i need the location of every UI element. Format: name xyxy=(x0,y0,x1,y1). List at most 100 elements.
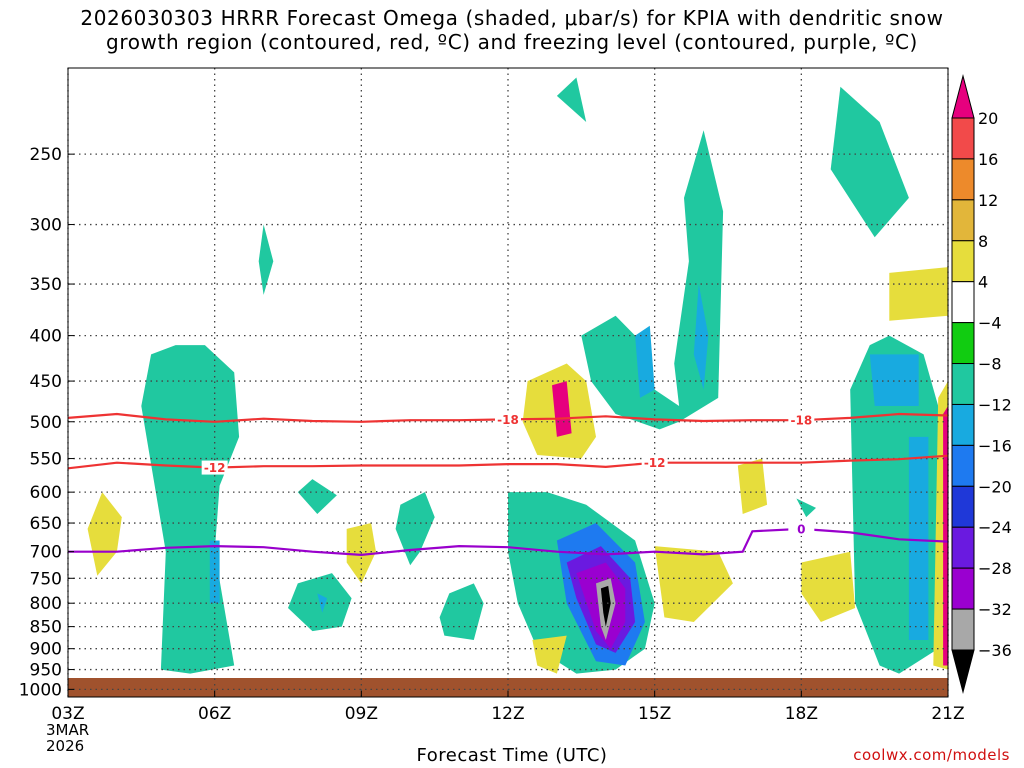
x-axis-ticks: 03Z 06Z 09Z 12Z 15Z 18Z 21Z xyxy=(51,691,965,724)
colorbar-box-9 xyxy=(951,485,975,528)
credit-link[interactable]: coolwx.com/models xyxy=(853,746,1010,764)
colorbar-cap-top xyxy=(951,74,975,119)
x-tick-label-18Z: 18Z xyxy=(785,704,818,724)
x-tick-label-06Z: 06Z xyxy=(198,704,231,724)
y-tick-label-700: 700 xyxy=(30,543,62,563)
contour-label-1-0: -12 xyxy=(204,461,226,475)
x-tick-label-03Z: 03Z xyxy=(51,704,84,724)
y-tick-label-400: 400 xyxy=(30,327,62,347)
colorbar-cap-bottom xyxy=(951,649,975,694)
omega-region-12 xyxy=(87,492,122,576)
colorbar-label-11: −28 xyxy=(978,559,1012,578)
omega-region-8 xyxy=(556,77,587,122)
chart-title-line-2: growth region (contoured, red, ºC) and f… xyxy=(106,30,918,54)
omega-shading xyxy=(87,77,948,674)
colorbar-label-10: −24 xyxy=(978,518,1012,537)
contour-label-2-0: 0 xyxy=(797,522,805,536)
contour-label-bg-0-1 xyxy=(788,413,815,428)
colorbar-label-2: 12 xyxy=(978,191,998,210)
y-tick-label-300: 300 xyxy=(30,216,62,236)
colorbar-box-2 xyxy=(951,199,975,242)
y-tick-label-650: 650 xyxy=(30,514,62,534)
omega-region-18 xyxy=(889,267,948,321)
y-tick-label-250: 250 xyxy=(30,145,62,165)
colorbar-label-7: −12 xyxy=(978,395,1012,414)
y-tick-label-900: 900 xyxy=(30,640,62,660)
y-tick-label-350: 350 xyxy=(30,275,62,295)
colorbar-label-4: 4 xyxy=(978,273,988,292)
x-tick-label-21Z: 21Z xyxy=(931,704,964,724)
colorbar-label-3: 8 xyxy=(978,232,988,251)
x-tick-label-09Z: 09Z xyxy=(345,704,378,724)
y-tick-label-750: 750 xyxy=(30,569,62,589)
colorbar-box-4 xyxy=(951,281,975,324)
start-date-month-day: 3MAR xyxy=(46,721,90,739)
chart-title: 2026030303 HRRR Forecast Omega (shaded, … xyxy=(0,6,1024,54)
omega-region-22 xyxy=(943,406,948,666)
omega-region-16 xyxy=(654,546,733,622)
colorbar-box-6 xyxy=(951,363,975,405)
colorbar-box-10 xyxy=(951,526,975,569)
y-tick-label-550: 550 xyxy=(30,450,62,470)
plot-grid xyxy=(67,68,949,697)
omega-region-7 xyxy=(581,130,724,430)
colorbar-label-0: 20 xyxy=(978,109,998,128)
start-date-year: 2026 xyxy=(46,737,85,755)
ground-below-surface xyxy=(68,678,948,697)
start-date-label: 3MAR 2026 xyxy=(46,722,89,754)
omega-region-15 xyxy=(532,635,567,674)
omega-region-3 xyxy=(297,479,337,514)
colorbar-box-1 xyxy=(951,158,975,201)
omega-region-10 xyxy=(830,86,909,238)
colorbar-box-12 xyxy=(951,608,975,651)
omega-region-24 xyxy=(693,284,709,390)
y-tick-label-950: 950 xyxy=(30,661,62,681)
temperature-contours: -18 -18 -12 -12 0 xyxy=(68,412,948,557)
colorbar-box-7 xyxy=(951,403,975,446)
omega-region-4 xyxy=(395,492,435,566)
colorbar-box-5 xyxy=(951,322,975,365)
y-tick-label-850: 850 xyxy=(30,618,62,638)
colorbar-label-9: −20 xyxy=(978,477,1012,496)
colorbar-box-0 xyxy=(951,117,975,160)
contour-label-bg-1-0 xyxy=(201,460,228,475)
omega-region-33 xyxy=(600,585,611,627)
y-tick-label-800: 800 xyxy=(30,594,62,614)
colorbar-box-8 xyxy=(951,444,975,487)
contour-label-1-1: -12 xyxy=(644,456,666,470)
omega-region-5 xyxy=(439,583,484,640)
x-tick-label-12Z: 12Z xyxy=(491,704,524,724)
chart-title-line-1: 2026030303 HRRR Forecast Omega (shaded, … xyxy=(80,6,944,30)
colorbar-box-11 xyxy=(951,567,975,610)
contour-label-bg-2-0 xyxy=(788,521,815,536)
contour-label-bg-0-0 xyxy=(495,412,521,427)
colorbar-label-6: −8 xyxy=(978,355,1002,374)
contour-label-0-0: -18 xyxy=(497,413,519,427)
omega-region-21 xyxy=(552,381,572,437)
omega-colorbar: 20 16 12 8 4 −4 −8 −12 −16 −20 −24 −28 −32 −36 xyxy=(951,74,1012,694)
omega-region-19 xyxy=(737,458,768,514)
colorbar-label-13: −36 xyxy=(978,641,1012,660)
colorbar-label-12: −32 xyxy=(978,600,1012,619)
omega-region-26 xyxy=(908,436,929,640)
omega-region-1 xyxy=(258,224,274,295)
omega-region-17 xyxy=(801,551,856,622)
colorbar-box-3 xyxy=(951,240,975,283)
omega-region-23 xyxy=(635,325,655,398)
x-axis-title: Forecast Time (UTC) xyxy=(416,745,608,766)
y-tick-label-600: 600 xyxy=(30,483,62,503)
omega-region-11 xyxy=(796,498,816,518)
contour-label-bg-1-1 xyxy=(641,455,668,470)
omega-region-25 xyxy=(869,354,919,406)
y-tick-label-450: 450 xyxy=(30,372,62,392)
omega-region-27 xyxy=(209,540,220,604)
y-axis-ticks: 2503003504004505005506006507007508008509… xyxy=(19,145,74,700)
colorbar-label-8: −16 xyxy=(978,436,1012,455)
y-tick-label-1000: 1000 xyxy=(19,680,62,700)
x-tick-label-15Z: 15Z xyxy=(638,704,671,724)
omega-region-0 xyxy=(141,345,240,674)
colorbar-label-1: 16 xyxy=(978,150,998,169)
y-tick-label-500: 500 xyxy=(30,413,62,433)
colorbar-label-5: −4 xyxy=(978,314,1002,333)
